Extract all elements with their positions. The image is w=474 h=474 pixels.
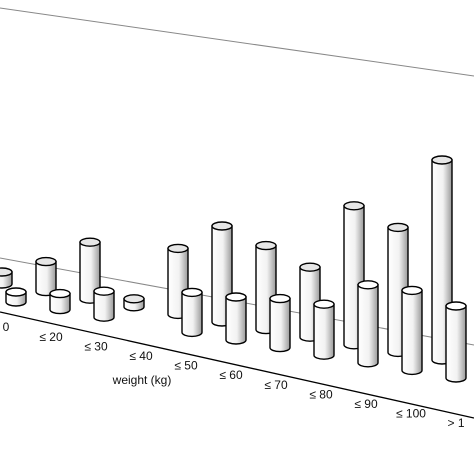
floor xyxy=(0,311,474,419)
cylinder-top xyxy=(431,155,453,165)
cylinder-top xyxy=(181,287,203,298)
cylinder-top xyxy=(93,286,115,296)
cylinder-top xyxy=(357,280,379,290)
cylinder xyxy=(401,289,423,376)
x-tick-label: ≤ 90 xyxy=(354,397,378,411)
cylinder xyxy=(49,292,71,315)
x-tick-label: ≤ 100 xyxy=(396,407,426,421)
x-tick-label: ≤ 60 xyxy=(219,368,243,382)
x-tick-label: ≤ 30 xyxy=(84,339,108,353)
cylinder-top xyxy=(167,243,189,254)
cylinder-top xyxy=(35,256,57,267)
x-tick-label: ≤ 80 xyxy=(309,387,333,401)
cylinder-top xyxy=(343,201,365,211)
cylinder-top xyxy=(299,262,321,272)
cylinder-top xyxy=(255,240,277,251)
cylinder-top xyxy=(313,299,335,309)
cylinder-top xyxy=(269,293,291,304)
cylinder xyxy=(225,296,247,345)
cylinder xyxy=(269,297,291,353)
cylinder xyxy=(313,303,335,360)
x-tick-label: 0 xyxy=(3,320,10,334)
cylinder xyxy=(93,290,115,322)
cylinder-top xyxy=(0,267,13,277)
cylinder-top xyxy=(49,288,71,299)
cylinder-top xyxy=(211,221,233,231)
x-tick-label: ≤ 20 xyxy=(39,330,63,344)
cylinder-top xyxy=(79,237,101,247)
cylinder-top xyxy=(445,301,467,311)
x-axis-label: weight (kg) xyxy=(112,373,172,387)
cylinder-top xyxy=(387,222,409,233)
cylinder-top xyxy=(225,292,247,302)
cylinder-top xyxy=(401,285,423,296)
x-tick-label: ≤ 70 xyxy=(264,378,288,392)
cylinder xyxy=(181,291,203,338)
x-tick-label: ≤ 40 xyxy=(129,349,153,363)
x-tick-label: ≤ 50 xyxy=(174,359,198,373)
cylinder xyxy=(357,284,379,368)
cylinder-top xyxy=(5,287,27,297)
cylinder-top xyxy=(123,294,145,304)
cylinder xyxy=(445,305,467,383)
x-tick-label: > 1 xyxy=(447,416,464,430)
